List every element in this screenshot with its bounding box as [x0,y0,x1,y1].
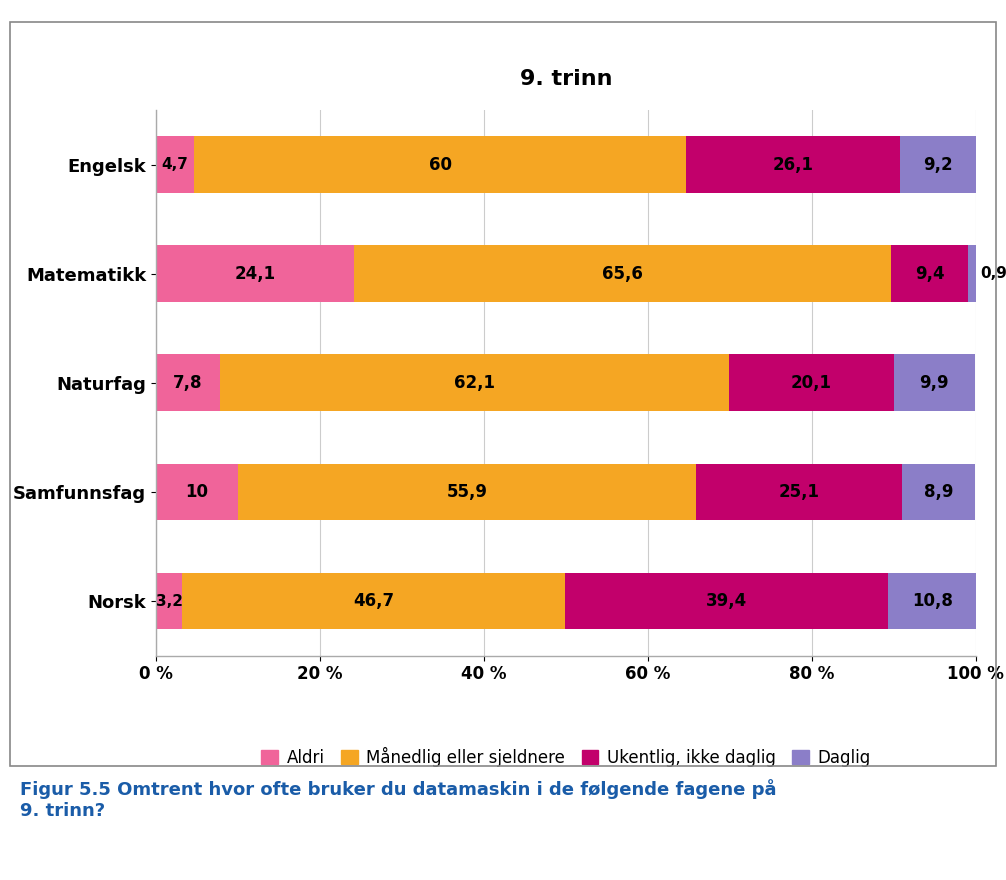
Text: 62,1: 62,1 [454,374,495,392]
Bar [686,136,900,193]
Text: 24,1: 24,1 [234,265,276,282]
Text: 9,4: 9,4 [915,265,945,282]
Text: 46,7: 46,7 [353,592,394,610]
Text: Figur 5.5 Omtrent hvor ofte bruker du datamaskin i de følgende fagene på
9. trin: Figur 5.5 Omtrent hvor ofte bruker du da… [20,779,777,819]
Bar [891,246,969,302]
Text: 0,9: 0,9 [980,266,1006,282]
Bar [156,355,220,411]
Text: 39,4: 39,4 [706,592,747,610]
Title: 9. trinn: 9. trinn [520,69,612,89]
Text: 20,1: 20,1 [791,374,832,392]
Text: 4,7: 4,7 [162,157,189,172]
Bar [353,246,891,302]
Bar [969,246,976,302]
Legend: Aldri, Månedlig eller sjeldnere, Ukentlig, ikke daglig, Daglig: Aldri, Månedlig eller sjeldnere, Ukentli… [255,740,877,774]
Bar [565,573,888,629]
Text: 9,2: 9,2 [924,156,953,173]
Bar [237,464,696,520]
Bar [156,136,194,193]
Text: 25,1: 25,1 [779,483,820,501]
Bar [729,355,893,411]
Text: 7,8: 7,8 [173,374,202,392]
Bar [902,464,975,520]
Bar [194,136,686,193]
Text: 55,9: 55,9 [447,483,488,501]
Text: 10: 10 [185,483,208,501]
Bar [220,355,729,411]
Bar [696,464,902,520]
Text: 65,6: 65,6 [602,265,643,282]
Text: 26,1: 26,1 [773,156,814,173]
Text: 8,9: 8,9 [924,483,954,501]
Bar [900,136,976,193]
Bar [893,355,975,411]
Text: 9,9: 9,9 [919,374,950,392]
Bar [156,464,237,520]
Bar [156,246,353,302]
Bar [156,573,182,629]
Text: 3,2: 3,2 [156,593,182,609]
Bar [182,573,565,629]
Text: 10,8: 10,8 [911,592,953,610]
Text: 60: 60 [429,156,452,173]
Bar [888,573,977,629]
